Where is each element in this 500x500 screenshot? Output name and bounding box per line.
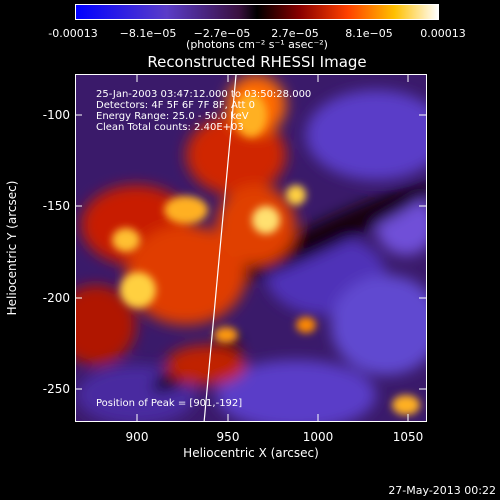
timestamp: 27-May-2013 00:22 [388,484,496,497]
image-map [76,75,426,421]
x-tick-label: 950 [216,430,240,444]
y-tick-label: -250 [42,382,70,396]
peak-position-text: Position of Peak = [901,-192] [96,398,243,409]
colorbar-tick-label: −8.1e−05 [119,27,177,40]
x-tick-label: 900 [125,430,149,444]
y-tick-label: -150 [42,199,70,213]
y-tick-label: -100 [42,108,70,122]
colorbar-tick-label: 2.7e−05 [271,27,319,40]
energy-range-text: Energy Range: 25.0 - 50.0 keV [96,111,249,122]
colorbar-tick-label: 8.1e−05 [345,27,393,40]
colorbar-tick-label: -0.00013 [48,27,98,40]
x-tick-label: 1000 [302,430,334,444]
x-tick-label: 1050 [392,430,424,444]
colorbar [75,4,439,20]
detectors-text: Detectors: 4F 5F 6F 7F 8F, Att 0 [96,100,256,111]
colorbar-units: (photons cm⁻² s⁻¹ asec⁻²) [186,38,328,51]
colorbar-tick-label: −2.7e−05 [193,27,251,40]
y-tick-label: -200 [42,291,70,305]
rhessi-image: 25-Jan-2003 03:47:12.000 to 03:50:28.000… [75,74,427,422]
limb-line [203,75,237,421]
clean-counts-text: Clean Total counts: 2.40E+03 [96,122,244,133]
colorbar-tick-label: 0.00013 [420,27,466,40]
plot-title: Reconstructed RHESSI Image [147,53,367,71]
x-axis-label: Heliocentric X (arcsec) [183,446,319,460]
time-range-text: 25-Jan-2003 03:47:12.000 to 03:50:28.000 [96,89,312,100]
y-axis-label: Heliocentric Y (arcsec) [5,180,19,316]
